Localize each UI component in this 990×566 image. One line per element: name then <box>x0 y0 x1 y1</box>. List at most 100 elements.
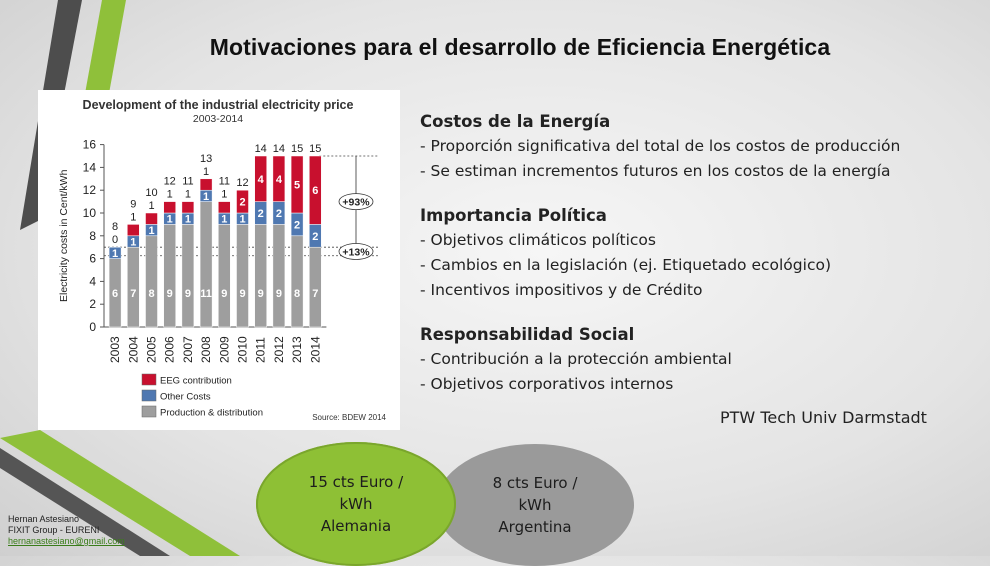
eeg-value-label: 1 <box>221 189 227 201</box>
x-tick-label: 2012 <box>272 336 286 363</box>
heading-energy-costs: Costos de la Energía <box>420 112 611 131</box>
x-tick-label: 2013 <box>290 336 304 363</box>
x-tick-label: 2008 <box>199 336 213 363</box>
political-item: - Incentivos impositivos y de Crédito <box>420 281 703 299</box>
segment-label: 4 <box>276 174 283 186</box>
segment-label: 11 <box>200 288 212 300</box>
bar-segment-2 <box>254 155 267 202</box>
bar-segment-0 <box>290 235 304 328</box>
y-tick-label: 12 <box>83 183 97 197</box>
segment-label: 9 <box>276 288 282 300</box>
bar-total-label: 12 <box>236 177 248 189</box>
y-tick-label: 16 <box>83 138 97 152</box>
y-tick-label: 2 <box>89 297 96 311</box>
eeg-value-label: 1 <box>167 189 173 201</box>
eeg-value-label: 1 <box>203 166 209 178</box>
annotation-bubble-13 <box>338 243 374 260</box>
x-tick-label: 2009 <box>217 336 231 363</box>
segment-label: 9 <box>258 288 264 300</box>
heading-political: Importancia Política <box>420 206 607 225</box>
bar-segment-2 <box>290 155 304 214</box>
segment-label: 9 <box>167 288 173 300</box>
x-tick-label: 2014 <box>308 336 322 363</box>
political-item: - Cambios en la legislación (ej. Etiquet… <box>420 256 831 274</box>
legend-label: EEG contribution <box>160 376 232 387</box>
bar-segment-2 <box>163 201 176 214</box>
segment-label: 6 <box>312 185 318 197</box>
energy-costs-item: - Se estiman incrementos futuros en los … <box>420 162 891 180</box>
segment-label: 1 <box>130 237 136 249</box>
segment-label: 9 <box>239 288 245 300</box>
segment-label: 1 <box>203 191 209 203</box>
segment-label: 6 <box>112 288 118 300</box>
author-org: FIXIT Group - EURENI <box>8 525 100 535</box>
y-axis-title: Electricity costs in Cent/kWh <box>58 169 70 302</box>
annotation-bubble-93 <box>338 193 374 210</box>
bar-segment-2 <box>127 224 140 237</box>
eeg-value-label: 1 <box>130 211 136 223</box>
bar-segment-2 <box>199 178 213 191</box>
bar-segment-2 <box>145 212 158 225</box>
bar-total-label: 9 <box>130 198 136 210</box>
segment-label: 2 <box>312 231 318 243</box>
bar-segment-2 <box>309 155 322 225</box>
chart-subtitle: 2003-2014 <box>192 113 244 125</box>
bar-segment-2 <box>236 189 249 214</box>
bar-total-label: 14 <box>273 143 285 155</box>
segment-label: 8 <box>294 288 300 300</box>
argentina-price-bubble: 8 cts Euro / kWh Argentina <box>436 444 634 566</box>
heading-social: Responsabilidad Social <box>420 325 635 344</box>
social-item: - Objetivos corporativos internos <box>420 375 674 393</box>
bar-total-label: 11 <box>219 176 230 188</box>
argentina-country: Argentina <box>498 518 572 536</box>
eeg-value-label: 1 <box>185 189 191 201</box>
bar-segment-0 <box>145 235 158 328</box>
annotation-13-label: +13% <box>342 246 370 258</box>
germany-price-bubble: 15 cts Euro / kWh Alemania <box>256 442 456 566</box>
x-tick-label: 2011 <box>254 337 268 363</box>
author-block: Hernan Astesiano FIXIT Group - EURENI he… <box>8 514 125 547</box>
argentina-unit: kWh <box>518 496 552 514</box>
slide-title: Motivaciones para el desarrollo de Efici… <box>209 34 831 60</box>
x-tick-label: 2005 <box>145 336 159 363</box>
segment-label: 2 <box>276 208 282 220</box>
bar-segment-0 <box>181 224 195 328</box>
chart-title: Development of the industrial electricit… <box>82 98 354 112</box>
y-tick-label: 10 <box>83 206 97 220</box>
annotation-93-label: +93% <box>342 197 370 209</box>
bar-total-label: 15 <box>291 143 303 155</box>
segment-label: 1 <box>221 214 227 226</box>
segment-label: 7 <box>312 288 318 300</box>
germany-unit: kWh <box>339 495 373 513</box>
author-email-link[interactable]: hernanastesiano@gmail.com <box>8 536 125 546</box>
y-tick-label: 8 <box>89 229 96 243</box>
source-credit: PTW Tech Univ Darmstadt <box>720 408 927 427</box>
bar-segment-2 <box>181 201 195 214</box>
energy-costs-item: - Proporción significativa del total de … <box>420 137 901 155</box>
segment-label: 9 <box>221 288 227 300</box>
bar-total-label: 11 <box>182 176 193 188</box>
bar-segment-0 <box>218 224 231 328</box>
y-tick-label: 4 <box>89 274 96 288</box>
segment-label: 1 <box>148 225 154 237</box>
legend-swatch <box>141 405 157 418</box>
x-tick-label: 2010 <box>236 336 250 363</box>
bar-total-label: 8 <box>112 221 118 233</box>
germany-country: Alemania <box>320 517 392 535</box>
segment-label: 2 <box>239 197 245 209</box>
argentina-price: 8 cts Euro / <box>492 474 578 492</box>
bar-segment-0 <box>199 201 213 328</box>
segment-label: 2 <box>258 208 264 220</box>
segment-label: 8 <box>148 288 154 300</box>
segment-label: 9 <box>185 288 191 300</box>
segment-label: 1 <box>112 248 118 260</box>
y-tick-label: 6 <box>89 252 96 266</box>
segment-label: 1 <box>185 214 191 226</box>
bar-total-label: 13 <box>200 153 212 165</box>
bar-segment-2 <box>272 155 286 202</box>
bar-segment-0 <box>236 224 249 328</box>
bar-segment-2 <box>218 201 231 214</box>
legend-swatch <box>141 389 157 402</box>
segment-label: 1 <box>167 214 173 226</box>
segment-label: 7 <box>130 288 136 300</box>
